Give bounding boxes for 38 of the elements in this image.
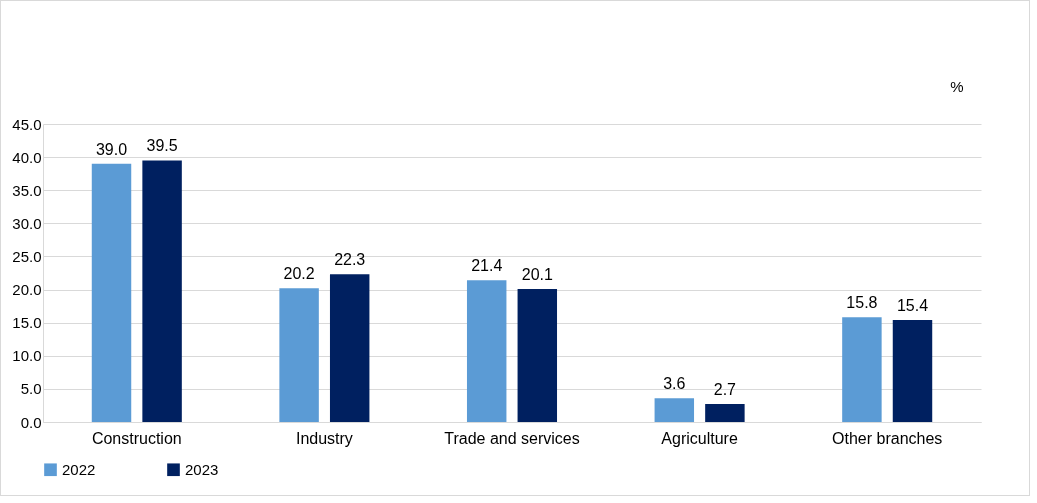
bar (517, 288, 558, 422)
legend-label: 2022 (62, 460, 96, 478)
data-label: 15.4 (896, 297, 929, 315)
x-tick-label: Industry (295, 429, 353, 447)
x-tick-label: Agriculture (661, 429, 738, 447)
bar (705, 404, 745, 422)
data-label: 3.6 (663, 375, 686, 393)
y-tick-label: 15.0 (12, 314, 42, 332)
bar (654, 398, 695, 422)
legend-label: 2023 (185, 460, 219, 478)
y-tick-label: 30.0 (12, 214, 42, 232)
y-tick-label: 40.0 (12, 148, 42, 166)
bar (142, 160, 182, 422)
data-label: 21.4 (471, 257, 503, 275)
data-label: 20.1 (521, 265, 553, 283)
y-axis-title: % (950, 77, 964, 95)
bar (279, 288, 319, 422)
x-tick-label: Construction (91, 429, 182, 447)
y-tick-label: 25.0 (12, 247, 42, 265)
y-tick-label: 0.0 (20, 413, 42, 431)
y-tick-label: 10.0 (12, 347, 42, 365)
data-label: 20.2 (283, 265, 315, 283)
y-tick-label: 35.0 (12, 181, 42, 199)
y-tick-label: 5.0 (20, 380, 42, 398)
data-label: 2.7 (713, 381, 737, 399)
data-label: 22.3 (334, 251, 366, 269)
data-label: 15.8 (846, 294, 878, 312)
bar (842, 317, 882, 422)
data-label: 39.0 (95, 140, 128, 158)
bar (466, 280, 507, 422)
bar (91, 163, 132, 422)
x-tick-label: Other branches (832, 429, 943, 447)
data-label: 39.5 (146, 137, 178, 155)
y-tick-label: 20.0 (12, 281, 42, 299)
x-tick-label: Trade and services (444, 429, 580, 447)
y-tick-label: 45.0 (12, 115, 42, 133)
bar (892, 320, 933, 422)
bar (329, 274, 370, 422)
